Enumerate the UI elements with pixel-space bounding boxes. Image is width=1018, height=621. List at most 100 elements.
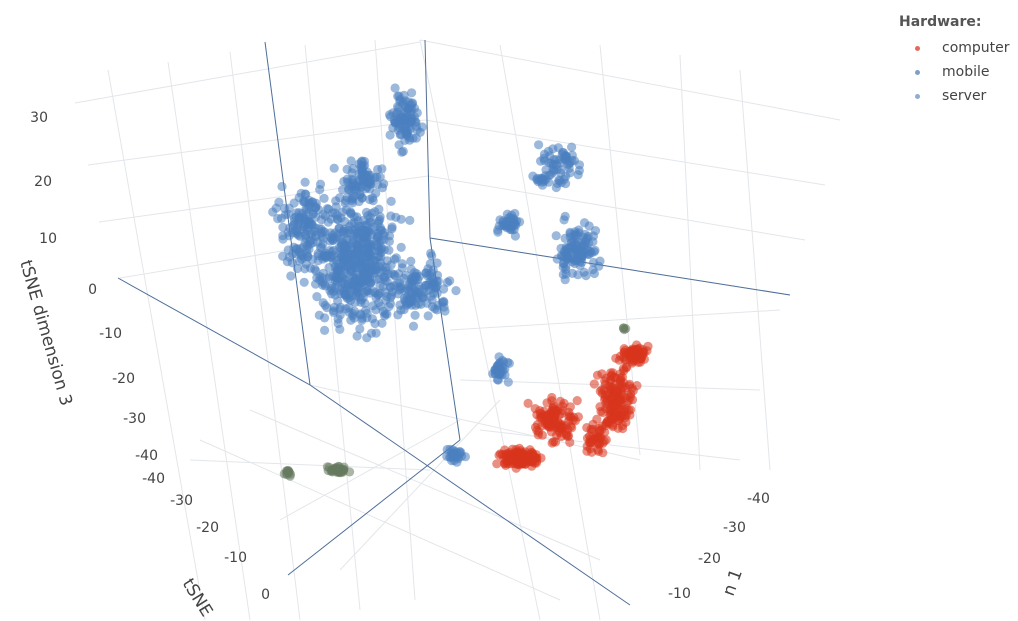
data-point-server [284,468,294,478]
data-point-mobile [405,135,415,145]
z-tick-label: -30 [123,411,146,427]
data-point-mobile [498,216,508,226]
data-point-mobile [561,261,571,272]
z-tick-label: 10 [39,231,57,247]
data-point-mobile [299,196,309,206]
data-point-mobile [316,215,327,225]
y-axis-title: tSNE [178,575,217,620]
data-point-mobile [355,190,365,200]
grid-line [419,39,541,621]
data-point-mobile [335,193,345,203]
axis-line [309,384,631,606]
data-point-mobile [560,152,570,162]
data-point-computer [500,445,510,455]
y-tick-label: -10 [224,550,247,566]
legend-label: server [942,88,987,104]
x-tick-label: -30 [723,520,746,536]
data-point-mobile [300,264,310,274]
data-point-mobile [319,193,329,203]
data-point-mobile [348,279,358,289]
data-point-computer [585,444,595,454]
data-point-computer [535,413,545,423]
z-tick-label: -10 [99,326,122,342]
data-point-mobile [421,268,431,278]
data-point-mobile [286,271,296,281]
data-point-mobile [353,216,363,226]
data-point-computer [619,406,629,417]
data-point-mobile [370,318,380,329]
data-point-mobile [396,112,406,122]
data-point-computer [555,396,565,406]
data-point-mobile [277,181,287,192]
grid-line [427,175,806,241]
data-point-mobile [336,234,346,244]
data-point-mobile [565,168,575,178]
grid-line [304,44,361,611]
data-point-mobile [321,252,331,262]
grid-line [339,399,501,571]
data-point-mobile [559,251,569,261]
data-point-computer [643,341,653,351]
data-point-mobile [423,311,433,321]
axis-line [429,237,791,296]
data-point-computer [597,369,607,379]
data-point-mobile [433,300,443,310]
data-point-mobile [310,264,320,274]
data-point-mobile [422,298,432,308]
data-point-mobile [398,97,408,107]
z-tick-label: -40 [135,448,158,464]
data-point-mobile [292,263,303,274]
data-point-mobile [548,167,558,177]
legend-label: mobile [942,64,990,80]
data-point-server [330,463,340,473]
data-point-mobile [534,140,544,150]
data-point-computer [542,398,552,408]
grid-line [167,61,251,621]
data-point-mobile [274,197,284,207]
data-point-mobile [405,278,415,288]
data-point-mobile [354,233,364,243]
data-point-mobile [346,156,356,166]
data-point-computer [510,447,521,457]
data-point-mobile [343,225,354,235]
y-tick-label: -30 [170,493,193,509]
data-point-mobile [390,254,400,264]
data-point-mobile [406,256,416,266]
data-point-mobile [352,331,362,341]
data-point-mobile [289,220,299,230]
grid-line [374,39,416,601]
data-point-mobile [340,241,350,251]
z-tick-label: 30 [30,110,48,126]
data-point-server [619,324,629,335]
data-point-mobile [347,174,357,184]
data-point-mobile [375,172,385,182]
axis-line [117,277,311,386]
data-point-mobile [397,123,407,133]
data-point-mobile [396,242,406,252]
data-point-computer [593,445,603,455]
data-point-mobile [537,180,548,190]
data-point-mobile [377,164,387,174]
data-point-mobile [384,236,394,246]
data-point-mobile [536,156,546,166]
data-point-mobile [371,264,381,274]
data-point-mobile [451,286,461,296]
data-point-mobile [387,222,397,232]
grid-line [199,439,561,601]
data-point-computer [572,396,582,406]
data-point-mobile [346,295,356,305]
x-tick-label: -20 [698,551,721,567]
grid-line [87,119,426,166]
legend-item-server[interactable]: server [899,84,1015,108]
grid-line [119,247,301,279]
data-point-mobile [276,213,286,223]
legend-item-computer[interactable]: computer [899,36,1015,60]
data-point-mobile [410,310,420,320]
data-point-mobile [278,231,288,241]
data-point-mobile [355,176,365,186]
legend-item-mobile[interactable]: mobile [899,60,1015,84]
data-point-mobile [283,245,293,255]
data-point-mobile [561,269,571,279]
data-point-computer [636,353,647,363]
